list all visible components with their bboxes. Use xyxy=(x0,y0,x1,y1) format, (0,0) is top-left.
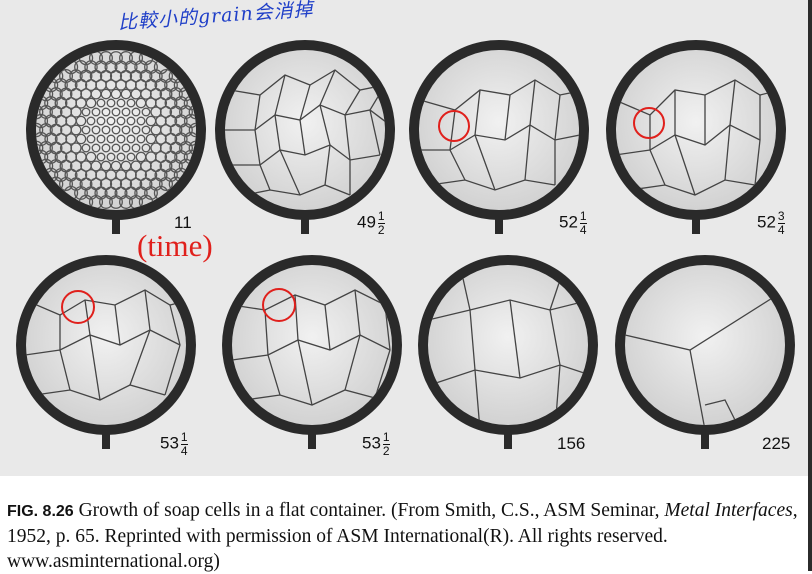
soap-cell xyxy=(91,125,101,135)
soap-cell xyxy=(188,122,196,138)
soap-cell xyxy=(111,143,121,153)
soap-cell xyxy=(141,107,151,117)
soap-cell xyxy=(86,134,96,144)
soap-cell xyxy=(99,195,113,209)
soap-cell xyxy=(70,124,82,136)
soap-cell xyxy=(81,143,91,153)
caption-italic: Metal Interfaces xyxy=(664,500,793,521)
soap-cell xyxy=(58,176,74,192)
soap-cell xyxy=(126,134,136,144)
soap-cell xyxy=(160,124,172,136)
soap-cell xyxy=(96,134,106,144)
soap-cell xyxy=(106,152,116,162)
soap-panel-7 xyxy=(418,255,598,449)
soap-cell xyxy=(136,116,146,126)
soap-cell xyxy=(91,143,101,153)
soap-panel-5 xyxy=(16,255,196,449)
soap-cell xyxy=(121,143,131,153)
soap-cell xyxy=(116,98,126,108)
caption-text: Growth of soap cells in a flat container… xyxy=(78,500,665,521)
soap-cell xyxy=(158,176,174,192)
soap-cell xyxy=(116,152,126,162)
soap-cell xyxy=(36,131,49,147)
soap-cell xyxy=(141,143,151,153)
soap-cell xyxy=(149,87,163,101)
soap-cell xyxy=(136,134,146,144)
soap-cell xyxy=(99,69,113,83)
soap-cell xyxy=(135,79,147,91)
soap-cell xyxy=(119,69,133,83)
time-label-8: 225 xyxy=(762,434,791,453)
soap-cell xyxy=(75,115,87,127)
soap-cell xyxy=(54,168,68,182)
soap-cell xyxy=(70,142,82,154)
figure-caption: FIG. 8.26 Growth of soap cells in a flat… xyxy=(7,498,807,574)
soap-cell xyxy=(85,151,97,163)
soap-cell xyxy=(36,122,44,138)
soap-cell xyxy=(85,97,97,109)
soap-cell xyxy=(70,106,82,118)
soap-cell xyxy=(131,143,141,153)
soap-cell xyxy=(121,125,131,135)
soap-cell xyxy=(126,116,136,126)
soap-cell xyxy=(111,107,121,117)
soap-cell xyxy=(74,186,88,200)
time-label-3: 52 1 4 xyxy=(559,209,587,237)
figure-number: FIG. 8.26 xyxy=(7,503,74,520)
soap-cell xyxy=(154,96,168,110)
soap-cell xyxy=(131,125,141,135)
soap-panel-8 xyxy=(615,255,795,449)
soap-cell xyxy=(109,69,123,83)
soap-cell xyxy=(91,107,101,117)
soap-cell xyxy=(101,107,111,117)
soap-cell xyxy=(106,98,116,108)
soap-cell xyxy=(119,195,133,209)
soap-cell xyxy=(144,186,158,200)
soap-cell xyxy=(183,131,196,147)
soap-cell xyxy=(89,69,103,83)
soap-cell xyxy=(141,125,151,135)
soap-cell xyxy=(96,152,106,162)
window-edge xyxy=(808,0,812,571)
time-label-1: 11 xyxy=(174,213,192,232)
time-label-6: 53 1 2 xyxy=(362,430,390,458)
soap-cell-figure: 11 49 1 2 52 1 4 52 3 4 53 1 4 53 1 2 156 225 比較小的… xyxy=(0,0,812,476)
soap-cell xyxy=(81,107,91,117)
soap-cell xyxy=(96,98,106,108)
time-label-2: 49 1 2 xyxy=(357,209,385,237)
soap-panel-6 xyxy=(222,255,402,449)
soap-cell xyxy=(126,98,136,108)
soap-cell xyxy=(96,116,106,126)
soap-panel-3 xyxy=(409,40,589,234)
soap-panel-1 xyxy=(26,40,206,234)
soap-cell xyxy=(116,134,126,144)
soap-cell xyxy=(75,133,87,145)
soap-cell xyxy=(121,107,131,117)
soap-cell xyxy=(86,116,96,126)
time-annotation: (time) xyxy=(137,228,213,263)
soap-cell xyxy=(109,195,123,209)
soap-cell xyxy=(188,104,196,120)
caption-text-end: , 1952, p. 65. Reprinted with permission… xyxy=(7,500,798,572)
soap-cell xyxy=(81,125,91,135)
soap-cell xyxy=(131,107,141,117)
soap-cell xyxy=(106,134,116,144)
soap-cell xyxy=(164,168,178,182)
soap-cell xyxy=(188,140,196,156)
soap-cell xyxy=(129,69,143,83)
soap-cell xyxy=(106,116,116,126)
soap-cell xyxy=(111,125,121,135)
soap-panel-2 xyxy=(215,40,395,234)
soap-cell xyxy=(101,143,111,153)
soap-cell xyxy=(126,152,136,162)
time-label-5: 53 1 4 xyxy=(160,430,188,458)
soap-panel-4 xyxy=(606,40,786,234)
time-label-7: 156 xyxy=(557,434,586,453)
soap-cell xyxy=(101,125,111,135)
time-label-4: 52 3 4 xyxy=(757,209,785,237)
soap-cell xyxy=(116,116,126,126)
